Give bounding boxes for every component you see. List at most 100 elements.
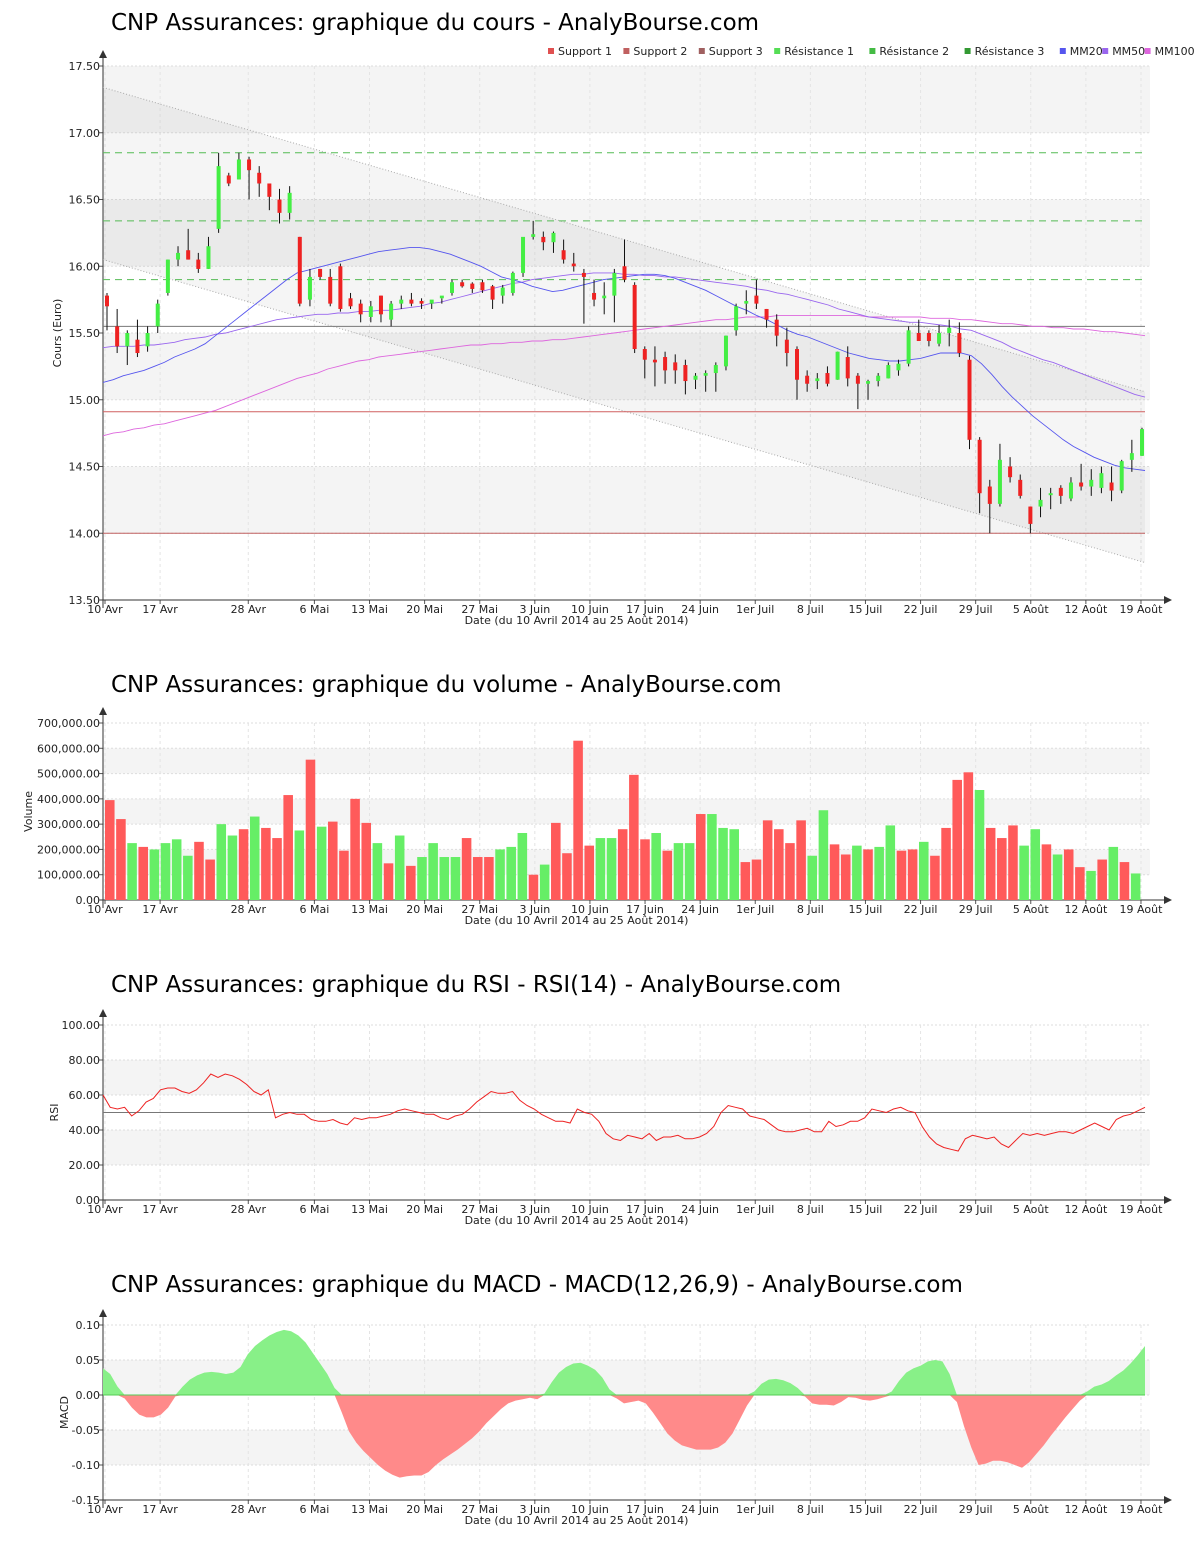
trend-channel bbox=[103, 87, 1145, 563]
x-tick-label: 24 Juin bbox=[681, 603, 719, 616]
y-axis-arrow bbox=[99, 1009, 107, 1017]
volume-bar bbox=[952, 779, 962, 900]
candle-body bbox=[673, 362, 678, 371]
volume-bar bbox=[595, 838, 606, 900]
y-axis-arrow bbox=[99, 1309, 107, 1317]
x-tick-label: 12 Août bbox=[1064, 1203, 1108, 1216]
candle-body bbox=[267, 183, 272, 197]
volume-bar bbox=[807, 855, 818, 900]
volume-bar bbox=[863, 849, 873, 900]
channel-lower-line bbox=[102, 259, 1146, 564]
volume-bar bbox=[394, 835, 405, 900]
candle-body bbox=[1140, 429, 1144, 456]
candle-body bbox=[581, 272, 586, 277]
legend-swatch bbox=[774, 48, 781, 54]
legend-swatch bbox=[1059, 48, 1066, 54]
volume-bar bbox=[171, 839, 182, 900]
volume-bar bbox=[1008, 825, 1018, 900]
volume-bar bbox=[818, 810, 829, 900]
volume-bar bbox=[495, 849, 505, 900]
y-tick-label: -0.10 bbox=[72, 1459, 100, 1472]
candle-body bbox=[450, 282, 454, 293]
x-tick-label: 19 Août bbox=[1120, 1203, 1164, 1216]
grid-band bbox=[103, 66, 1150, 133]
x-axis-arrow bbox=[1164, 596, 1172, 604]
candle-body bbox=[1089, 479, 1094, 487]
grid-band bbox=[103, 748, 1150, 774]
grid-band bbox=[103, 773, 1150, 799]
legend-swatch bbox=[1144, 48, 1151, 54]
candle-body bbox=[967, 359, 972, 440]
candle-body bbox=[236, 159, 241, 180]
candle-body bbox=[1079, 482, 1084, 487]
candle-body bbox=[419, 300, 424, 304]
volume-bar bbox=[149, 849, 160, 900]
y-tick-label: 15.50 bbox=[69, 327, 101, 340]
candle-body bbox=[490, 286, 495, 300]
x-tick-label: 5 Août bbox=[1013, 1203, 1050, 1216]
y-axis-label: Cours (Euro) bbox=[51, 299, 64, 368]
candle-body bbox=[1058, 487, 1063, 496]
candle-body bbox=[876, 375, 881, 382]
x-tick-label: 17 Avr bbox=[142, 603, 178, 616]
legend-label: MM50 bbox=[1112, 45, 1145, 58]
x-tick-label: 17 Avr bbox=[142, 903, 178, 916]
volume-bar bbox=[762, 820, 773, 900]
candle-body bbox=[592, 292, 597, 300]
x-axis-arrow bbox=[1164, 1496, 1172, 1504]
volume-bar bbox=[249, 816, 260, 900]
candle-body bbox=[226, 175, 231, 184]
macd-chart-title: CNP Assurances: graphique du MACD - MACD… bbox=[111, 1272, 963, 1298]
macd-positive-area bbox=[103, 1329, 1145, 1395]
volume-bar bbox=[729, 829, 739, 900]
y-axis-arrow bbox=[99, 707, 107, 715]
volume-bar bbox=[372, 843, 383, 900]
volume-bar bbox=[383, 863, 394, 900]
legend-label: Support 3 bbox=[709, 45, 763, 58]
candle-body bbox=[947, 327, 952, 333]
candle-body bbox=[1008, 466, 1013, 478]
x-tick-label: 24 Juin bbox=[681, 1503, 719, 1516]
candle-body bbox=[460, 282, 465, 287]
x-tick-label: 24 Juin bbox=[681, 903, 719, 916]
macd-panel: CNP Assurances: graphique du MACD - MACD… bbox=[0, 1260, 1200, 1550]
x-tick-label: 12 Août bbox=[1064, 603, 1108, 616]
candle-body bbox=[318, 268, 323, 277]
y-tick-label: 13.50 bbox=[69, 594, 101, 607]
volume-bar bbox=[127, 843, 137, 900]
candle-body bbox=[277, 199, 282, 213]
candle-body bbox=[297, 236, 302, 304]
candle-body bbox=[622, 266, 627, 280]
x-tick-label: 10 Juin bbox=[571, 603, 609, 616]
candle-body bbox=[723, 335, 728, 367]
volume-bar bbox=[406, 865, 416, 900]
candle-body bbox=[105, 295, 109, 307]
candle-body bbox=[1048, 493, 1053, 496]
candle-body bbox=[561, 250, 566, 260]
volume-bar bbox=[450, 857, 461, 900]
volume-bar bbox=[796, 820, 806, 900]
x-tick-label: 17 Juin bbox=[626, 603, 664, 616]
volume-bar bbox=[105, 800, 115, 900]
legend-label: MM20 bbox=[1070, 45, 1103, 58]
y-tick-label: -0.15 bbox=[72, 1494, 100, 1507]
volume-bar bbox=[517, 832, 528, 900]
x-tick-label: 13 Mai bbox=[351, 1203, 388, 1216]
y-tick-label: 16.50 bbox=[69, 194, 101, 207]
y-tick-label: 200,000.00 bbox=[37, 843, 100, 856]
grid-band bbox=[103, 533, 1150, 600]
x-tick-label: 24 Juin bbox=[681, 1203, 719, 1216]
legend-label: MM100 bbox=[1155, 45, 1195, 58]
legend-label: Résistance 3 bbox=[975, 45, 1045, 58]
candle-body bbox=[886, 365, 891, 379]
volume-bar bbox=[205, 859, 215, 900]
legend-label: Support 2 bbox=[633, 45, 687, 58]
volume-bar bbox=[974, 790, 985, 900]
candle-body bbox=[977, 439, 982, 494]
volume-bar bbox=[840, 854, 851, 900]
candle-body bbox=[135, 339, 140, 354]
volume-bar bbox=[539, 864, 550, 900]
x-axis-label: Date (du 10 Avril 2014 au 25 Août 2014) bbox=[465, 1214, 689, 1227]
y-tick-label: 0.10 bbox=[76, 1319, 101, 1332]
volume-bar bbox=[606, 838, 617, 900]
